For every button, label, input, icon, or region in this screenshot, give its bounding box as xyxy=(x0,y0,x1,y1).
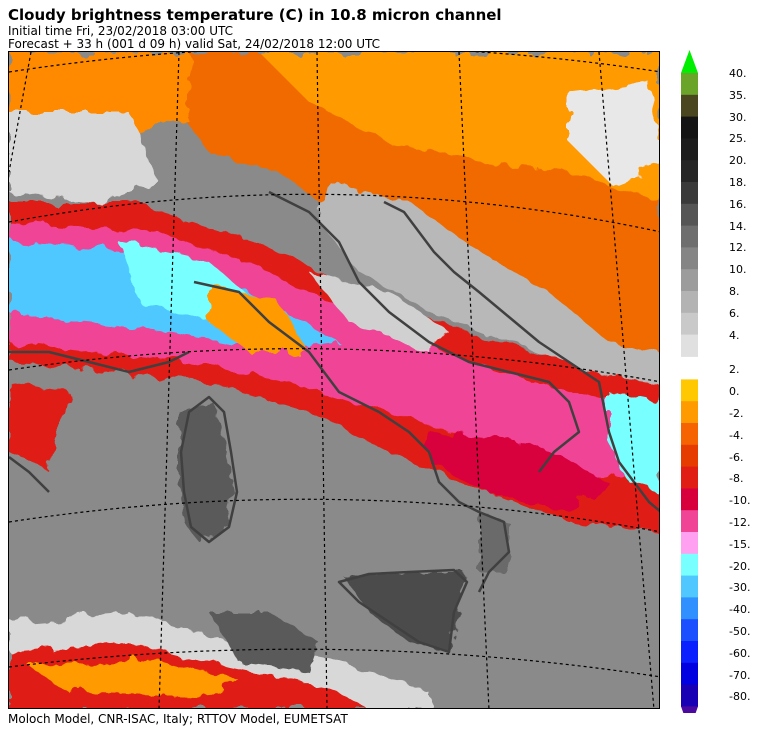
legend-label: -20. xyxy=(729,559,751,573)
legend-swatch xyxy=(681,291,698,314)
land-areas xyxy=(179,402,509,672)
legend-label: -80. xyxy=(729,690,751,704)
legend-swatch xyxy=(681,510,698,533)
legend-swatch xyxy=(681,575,698,598)
legend-swatch xyxy=(681,182,698,205)
satellite-map xyxy=(8,51,660,709)
legend-label: 6. xyxy=(729,306,740,320)
legend-swatch xyxy=(681,466,698,489)
graticule xyxy=(9,52,659,708)
legend-label: -30. xyxy=(729,581,751,595)
legend-swatch xyxy=(681,203,698,227)
legend-label: -60. xyxy=(729,646,751,660)
legend-swatch xyxy=(681,401,698,424)
legend-swatch xyxy=(681,379,698,402)
coastlines xyxy=(9,190,659,654)
legend-label: -8. xyxy=(729,472,744,486)
legend-label: 4. xyxy=(729,328,740,342)
legend-label: 10. xyxy=(729,263,747,277)
legend-swatch xyxy=(681,225,698,248)
legend-top-arrow xyxy=(681,50,698,73)
legend-label: 40. xyxy=(729,67,747,80)
legend-swatch xyxy=(681,619,698,642)
legend-swatch xyxy=(681,138,698,161)
legend-label: 2. xyxy=(729,363,740,377)
legend-label: 12. xyxy=(729,241,747,255)
legend-label: -10. xyxy=(729,494,751,508)
legend-label: -4. xyxy=(729,428,744,442)
temperature-color-legend: 40. 35. 30. 25. 20. 18. 16. 14. 12. 10. 8. 6. 4. 2. 0.… xyxy=(679,48,760,731)
legend-label: 25. xyxy=(729,132,747,146)
initial-time-label: Initial time Fri, 23/02/2018 03:00 UTC xyxy=(8,24,234,38)
legend-swatch xyxy=(681,641,698,664)
model-credits: Moloch Model, CNR-ISAC, Italy; RTTOV Mod… xyxy=(8,712,348,726)
legend-label: 16. xyxy=(729,197,747,211)
legend-swatch xyxy=(681,160,698,183)
legend-label: 0. xyxy=(729,385,740,399)
legend-label: -2. xyxy=(729,407,744,420)
legend-bottom-arrow xyxy=(681,706,698,731)
legend-swatch xyxy=(681,553,698,577)
legend-swatch xyxy=(681,334,698,357)
legend-swatch xyxy=(681,488,698,511)
legend-label: 14. xyxy=(729,219,747,233)
legend-swatch xyxy=(681,423,698,446)
legend-label: 30. xyxy=(729,110,747,124)
legend-swatch xyxy=(681,94,698,118)
legend-swatch xyxy=(681,597,698,620)
legend-swatch xyxy=(681,662,698,686)
legend-swatch xyxy=(681,269,698,292)
legend-swatch xyxy=(681,247,698,270)
legend-swatch xyxy=(681,444,698,468)
legend-label: -70. xyxy=(729,668,751,682)
legend-label: -6. xyxy=(729,450,744,464)
legend-label: -40. xyxy=(729,603,751,617)
forecast-valid-label: Forecast + 33 h (001 d 09 h) valid Sat, … xyxy=(8,37,381,51)
legend-swatch xyxy=(681,73,698,96)
legend-label: -15. xyxy=(729,537,751,551)
legend-swatch xyxy=(681,532,698,555)
legend-label: 35. xyxy=(729,88,747,102)
legend-label: -12. xyxy=(729,516,751,529)
legend-label: 8. xyxy=(729,285,740,298)
map-title: Cloudy brightness temperature (C) in 10.… xyxy=(8,6,502,24)
legend-swatch xyxy=(681,116,698,139)
legend-label: 18. xyxy=(729,176,747,189)
legend-label: -50. xyxy=(729,625,751,638)
legend-label: 20. xyxy=(729,154,747,168)
legend-swatch xyxy=(681,684,698,707)
legend-swatch xyxy=(681,312,698,336)
cloud-field xyxy=(9,52,659,708)
